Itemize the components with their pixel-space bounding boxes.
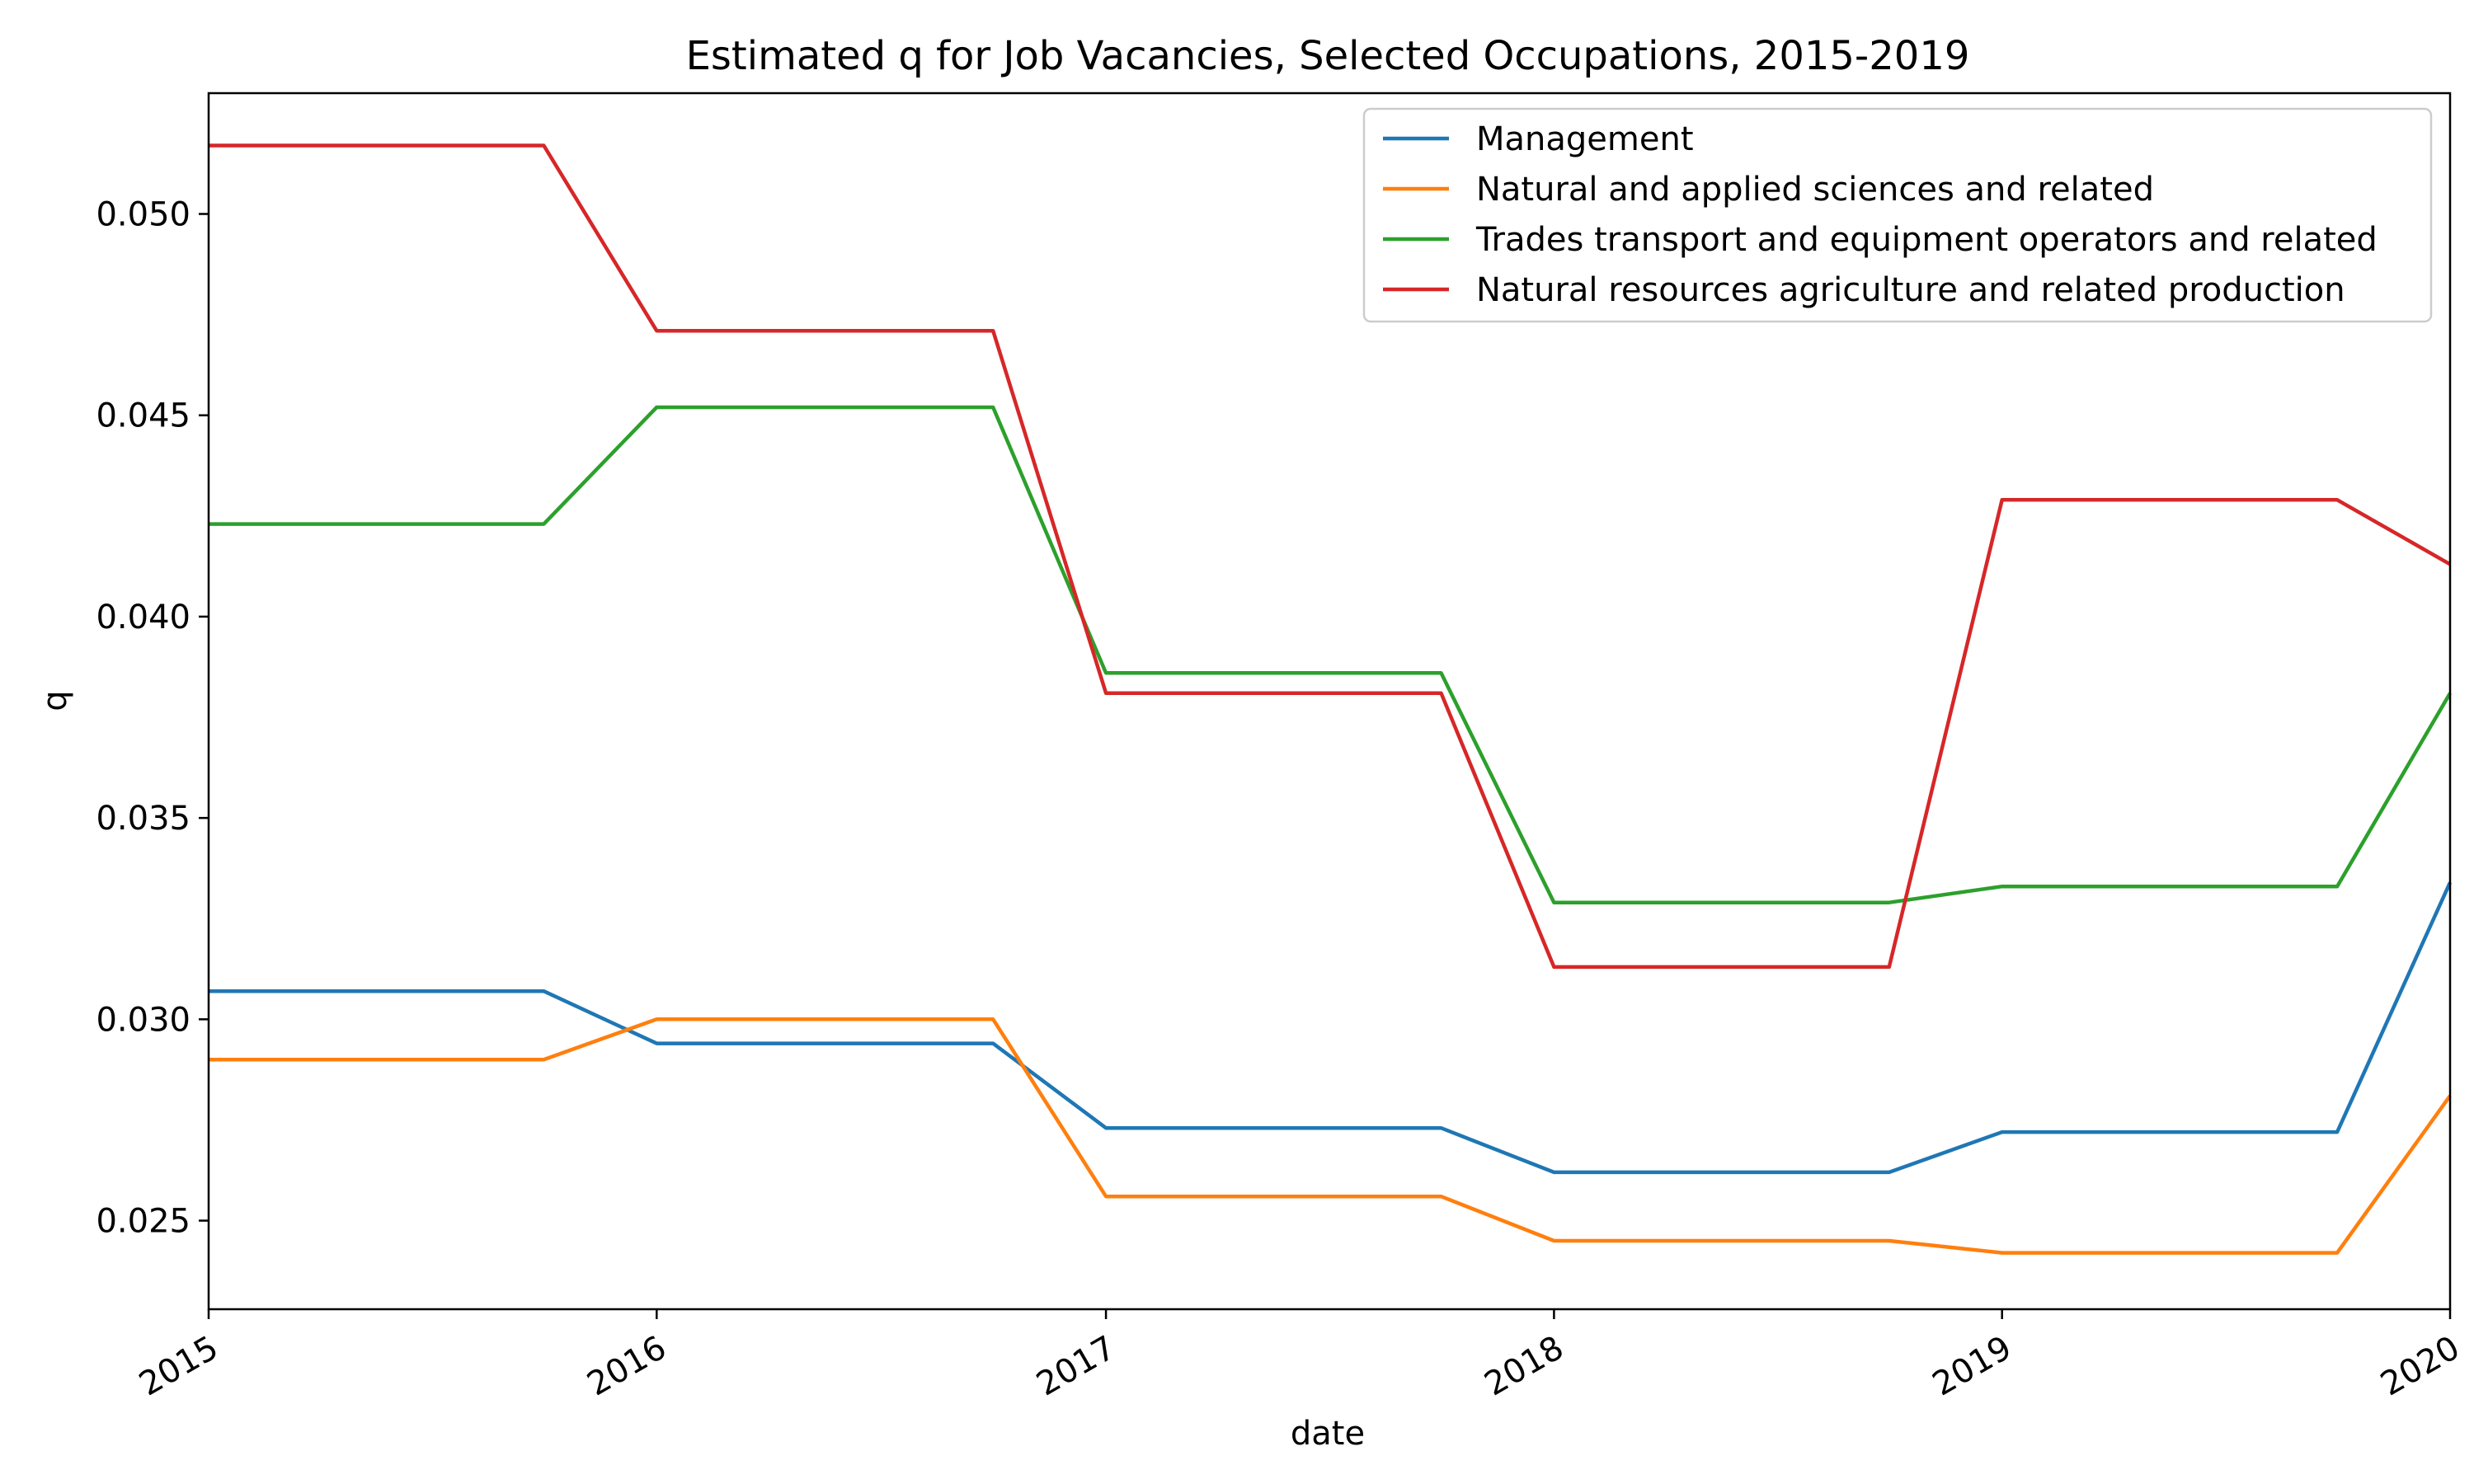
- x-axis-title: date: [1291, 1415, 1365, 1453]
- y-tick-label: 0.040: [96, 599, 190, 636]
- y-tick-label: 0.045: [96, 397, 190, 435]
- series-line-4: [209, 143, 2452, 970]
- y-tick-label: 0.050: [96, 196, 190, 234]
- y-tick-label: 0.025: [96, 1203, 190, 1241]
- plot-frame: [207, 92, 2452, 1311]
- legend-label: Trades transport and equipment operators…: [1475, 221, 2378, 259]
- y-axis-title: q: [36, 690, 74, 711]
- plot-lines: [209, 143, 2453, 1255]
- legend-label: Natural resources agriculture and relate…: [1476, 271, 2345, 309]
- series-line-1: [209, 881, 2453, 1175]
- legend: Management Natural and applied sciences a…: [1362, 107, 2433, 323]
- y-tick-label: 0.030: [96, 1001, 190, 1039]
- legend-label: Natural and applied sciences and related: [1476, 171, 2154, 209]
- series-line-3: [209, 405, 2452, 904]
- legend-box: [1362, 107, 2433, 323]
- y-tick-label: 0.035: [96, 800, 190, 838]
- series-line-2: [209, 1017, 2452, 1255]
- y-axis: 0.025 0.030 0.035 0.040 0.045 0.050: [96, 196, 209, 1241]
- legend-label: Management: [1476, 120, 1694, 158]
- chart-title: Estimated q for Job Vacancies, Selected …: [686, 33, 1970, 79]
